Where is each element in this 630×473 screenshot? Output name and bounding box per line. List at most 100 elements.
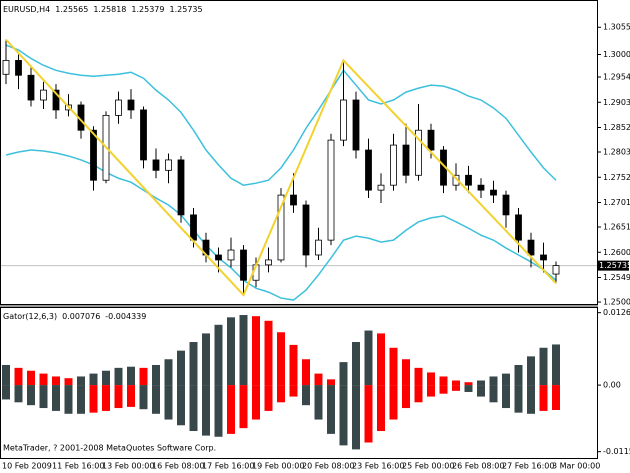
candle-body <box>477 184 485 191</box>
zigzag <box>5 38 557 297</box>
candle-body <box>240 249 247 281</box>
gator-bar <box>389 347 398 386</box>
gator-bar <box>189 342 198 386</box>
y-tick-label: 1.26515 <box>603 223 630 232</box>
gator-bar <box>539 385 548 411</box>
gator-bar <box>77 385 85 414</box>
chart-header: EURUSD,H4 1.25565 1.25818 1.25379 1.25735 <box>3 5 203 14</box>
gator-bar <box>189 385 198 432</box>
x-tick-label: 11 Feb 16:00 <box>52 462 104 471</box>
candle-body <box>365 149 372 191</box>
candle-body <box>40 89 47 101</box>
gator-name: Gator(12,6,3) <box>3 312 57 321</box>
gator-bar <box>527 385 535 414</box>
y-tick-label: 1.26005 <box>603 248 630 257</box>
candle-body <box>465 174 472 186</box>
candle-body <box>402 144 410 176</box>
candle-body <box>227 249 235 261</box>
gator-bar <box>339 385 348 446</box>
gator-bar <box>314 373 323 386</box>
gator-bar <box>464 382 473 386</box>
candle-body <box>352 99 360 151</box>
gator-y-tick-label: 0.00 <box>603 381 621 390</box>
gator-last-lower: -0.004339 <box>105 312 146 321</box>
y-tick-label: 1.25495 <box>603 273 630 282</box>
copyright: MetaTrader, ? 2001-2008 MetaQuotes Softw… <box>3 444 216 453</box>
gator-bar <box>239 315 248 386</box>
gator-header: Gator(12,6,3) 0.007076 -0.004339 <box>3 312 146 321</box>
candle-body <box>540 254 547 261</box>
gator-bar <box>52 385 60 411</box>
gator-y-tick-label: 0.012613 <box>603 308 630 317</box>
gator-bar <box>114 385 123 409</box>
gator-bar <box>52 376 60 386</box>
gator-bar <box>214 324 223 386</box>
gator-bar <box>389 385 398 420</box>
candle-body <box>140 109 147 161</box>
y-tick-label: 1.30550 <box>603 23 630 32</box>
gator-bar <box>414 385 423 403</box>
gator-bar <box>364 385 373 443</box>
gator-bar <box>439 385 448 394</box>
gator-bar <box>152 364 160 386</box>
gator-bar <box>264 385 273 411</box>
gator-bar <box>514 385 523 413</box>
gator-bar <box>64 385 73 414</box>
gator-bar <box>427 372 435 386</box>
gator-bar <box>127 385 135 407</box>
panel-separator <box>0 305 598 307</box>
gator-bar <box>152 385 160 414</box>
gator-bar <box>552 385 560 410</box>
gator-bar <box>177 350 185 386</box>
candle-body <box>377 184 385 191</box>
candle-body <box>415 129 422 176</box>
candle-body <box>2 60 10 75</box>
candle-body <box>327 139 335 241</box>
gator-bar <box>27 370 35 386</box>
candle-body <box>127 99 135 111</box>
gator-bar <box>14 385 23 403</box>
candle-body <box>165 159 172 171</box>
gator-bar <box>439 376 448 386</box>
gator-bar <box>127 366 135 386</box>
gator-bar <box>202 333 210 386</box>
candle-body <box>552 265 560 275</box>
gator-bar <box>239 385 248 429</box>
last-high: 1.25818 <box>93 5 126 14</box>
candle-body <box>115 99 122 116</box>
x-tick-label: 20 Feb 08:00 <box>302 462 354 471</box>
candle-body <box>27 74 35 101</box>
gator-bar <box>477 385 485 397</box>
gator-bar <box>177 385 185 426</box>
gator-bar <box>164 359 173 386</box>
x-tick-label: 10 Feb 2009 <box>2 462 52 471</box>
gator-bar <box>427 385 435 397</box>
y-tick-label: 1.29545 <box>603 73 630 82</box>
gator-bar <box>252 316 260 386</box>
gator-bar <box>102 370 110 386</box>
x-tick-label: 23 Feb 16:00 <box>352 462 404 471</box>
x-tick-label: 26 Feb 08:00 <box>452 462 504 471</box>
main-panel <box>0 0 598 305</box>
gator-bar <box>452 380 460 386</box>
candle-body <box>90 129 97 181</box>
x-tick-label: 13 Feb 00:00 <box>102 462 154 471</box>
y-tick-label: 1.28525 <box>603 123 630 132</box>
gator-bar <box>2 364 10 386</box>
gator-bar <box>227 317 235 386</box>
x-tick-label: 3 Mar 00:00 <box>552 462 600 471</box>
candle-body <box>265 259 272 266</box>
candle-body <box>277 194 285 261</box>
candle-body <box>315 239 322 256</box>
price-box <box>597 260 629 271</box>
candle-body <box>15 60 22 76</box>
x-tick-label: 19 Feb 00:00 <box>252 462 304 471</box>
price-label: 1.25735 <box>599 261 630 270</box>
gator-bar <box>477 380 485 386</box>
indicator-panel <box>0 307 598 459</box>
y-tick-label: 1.29035 <box>603 98 630 107</box>
gator-bar <box>289 344 298 386</box>
gator-bar <box>114 367 123 386</box>
candle-body <box>515 214 522 241</box>
